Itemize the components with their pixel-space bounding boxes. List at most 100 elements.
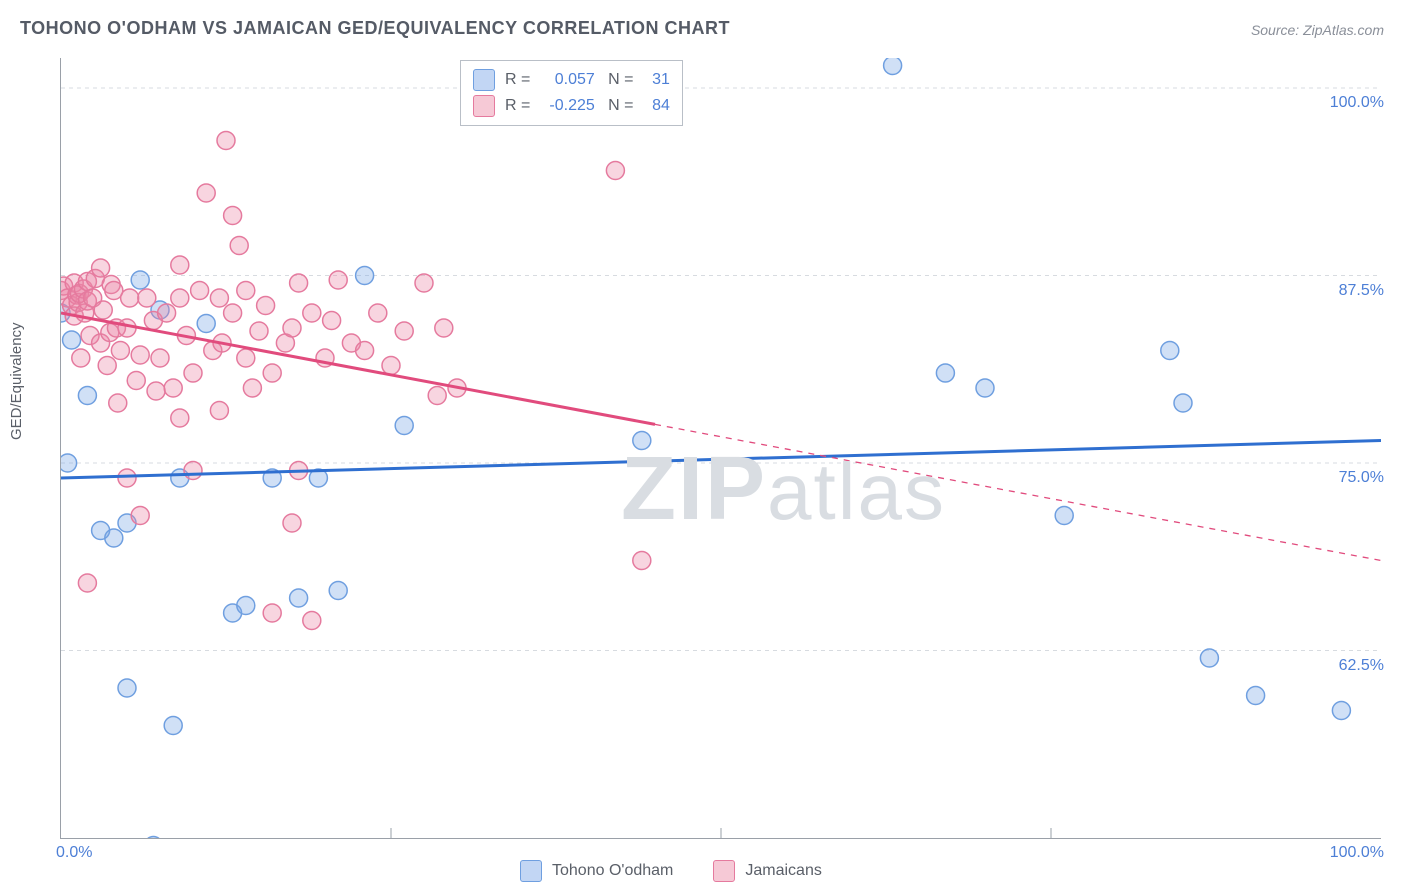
x-tick-label: 100.0% xyxy=(1330,844,1384,862)
data-point xyxy=(1161,342,1179,360)
data-point xyxy=(184,462,202,480)
chart-container: TOHONO O'ODHAM VS JAMAICAN GED/EQUIVALEN… xyxy=(0,0,1406,892)
data-point xyxy=(144,837,162,839)
data-point xyxy=(415,274,433,292)
data-point xyxy=(1055,507,1073,525)
data-point xyxy=(257,297,275,315)
data-point xyxy=(109,394,127,412)
data-point xyxy=(94,301,112,319)
trend-line xyxy=(61,441,1381,479)
data-point xyxy=(369,304,387,322)
stats-legend: R = 0.057 N = 31 R = -0.225 N = 84 xyxy=(460,60,683,126)
data-point xyxy=(237,282,255,300)
data-point xyxy=(243,379,261,397)
data-point xyxy=(171,256,189,274)
data-point xyxy=(184,364,202,382)
data-point xyxy=(395,417,413,435)
data-point xyxy=(105,529,123,547)
data-point xyxy=(121,289,139,307)
stats-legend-row: R = -0.225 N = 84 xyxy=(473,93,670,119)
data-point xyxy=(290,589,308,607)
data-point xyxy=(395,322,413,340)
data-point xyxy=(1332,702,1350,720)
data-point xyxy=(283,319,301,337)
stats-legend-row: R = 0.057 N = 31 xyxy=(473,67,670,93)
data-point xyxy=(191,282,209,300)
series-legend-label: Jamaicans xyxy=(745,862,821,880)
data-point xyxy=(171,289,189,307)
data-point xyxy=(356,267,374,285)
data-point xyxy=(98,357,116,375)
data-point xyxy=(138,289,156,307)
data-point xyxy=(118,469,136,487)
data-point xyxy=(224,207,242,225)
data-point xyxy=(435,319,453,337)
series-legend: Tohono O'odham Jamaicans xyxy=(520,860,822,882)
data-point xyxy=(976,379,994,397)
data-point xyxy=(329,271,347,289)
data-point xyxy=(197,315,215,333)
legend-swatch xyxy=(520,860,542,882)
stats-legend-text: R = 0.057 N = 31 xyxy=(505,71,670,89)
data-point xyxy=(147,382,165,400)
x-tick-label: 0.0% xyxy=(56,844,92,862)
data-point xyxy=(303,304,321,322)
data-point xyxy=(263,364,281,382)
data-point xyxy=(78,387,96,405)
data-point xyxy=(171,409,189,427)
data-point xyxy=(606,162,624,180)
legend-swatch xyxy=(473,95,495,117)
y-axis-label: GED/Equivalency xyxy=(8,322,25,440)
data-point xyxy=(131,271,149,289)
data-point xyxy=(230,237,248,255)
stats-legend-text: R = -0.225 N = 84 xyxy=(505,97,670,115)
data-point xyxy=(283,514,301,532)
data-point xyxy=(356,342,374,360)
data-point xyxy=(127,372,145,390)
data-point xyxy=(158,304,176,322)
data-point xyxy=(329,582,347,600)
data-point xyxy=(92,259,110,277)
data-point xyxy=(237,597,255,615)
y-tick-label: 75.0% xyxy=(1339,469,1384,487)
data-point xyxy=(263,604,281,622)
trend-line xyxy=(61,313,655,424)
data-point xyxy=(884,58,902,75)
data-point xyxy=(131,346,149,364)
data-point xyxy=(1247,687,1265,705)
y-tick-label: 87.5% xyxy=(1339,282,1384,300)
series-legend-item: Jamaicans xyxy=(713,860,821,882)
source-label: Source: ZipAtlas.com xyxy=(1251,22,1384,38)
data-point xyxy=(164,717,182,735)
data-point xyxy=(118,679,136,697)
data-point xyxy=(303,612,321,630)
chart-title: TOHONO O'ODHAM VS JAMAICAN GED/EQUIVALEN… xyxy=(20,18,730,39)
series-legend-label: Tohono O'odham xyxy=(552,862,673,880)
data-point xyxy=(224,304,242,322)
data-point xyxy=(323,312,341,330)
data-point xyxy=(197,184,215,202)
data-point xyxy=(633,552,651,570)
data-point xyxy=(63,331,81,349)
data-point xyxy=(1200,649,1218,667)
data-point xyxy=(164,379,182,397)
data-point xyxy=(382,357,400,375)
y-tick-label: 62.5% xyxy=(1339,657,1384,675)
data-point xyxy=(250,322,268,340)
data-point xyxy=(290,274,308,292)
data-point xyxy=(428,387,446,405)
plot-area: ZIPatlas xyxy=(60,58,1381,839)
data-point xyxy=(936,364,954,382)
series-legend-item: Tohono O'odham xyxy=(520,860,673,882)
y-tick-label: 100.0% xyxy=(1330,94,1384,112)
data-point xyxy=(131,507,149,525)
legend-swatch xyxy=(473,69,495,91)
data-point xyxy=(111,342,129,360)
data-point xyxy=(61,454,77,472)
data-point xyxy=(72,349,90,367)
data-point xyxy=(151,349,169,367)
legend-swatch xyxy=(713,860,735,882)
data-point xyxy=(217,132,235,150)
data-point xyxy=(210,402,228,420)
data-point xyxy=(633,432,651,450)
